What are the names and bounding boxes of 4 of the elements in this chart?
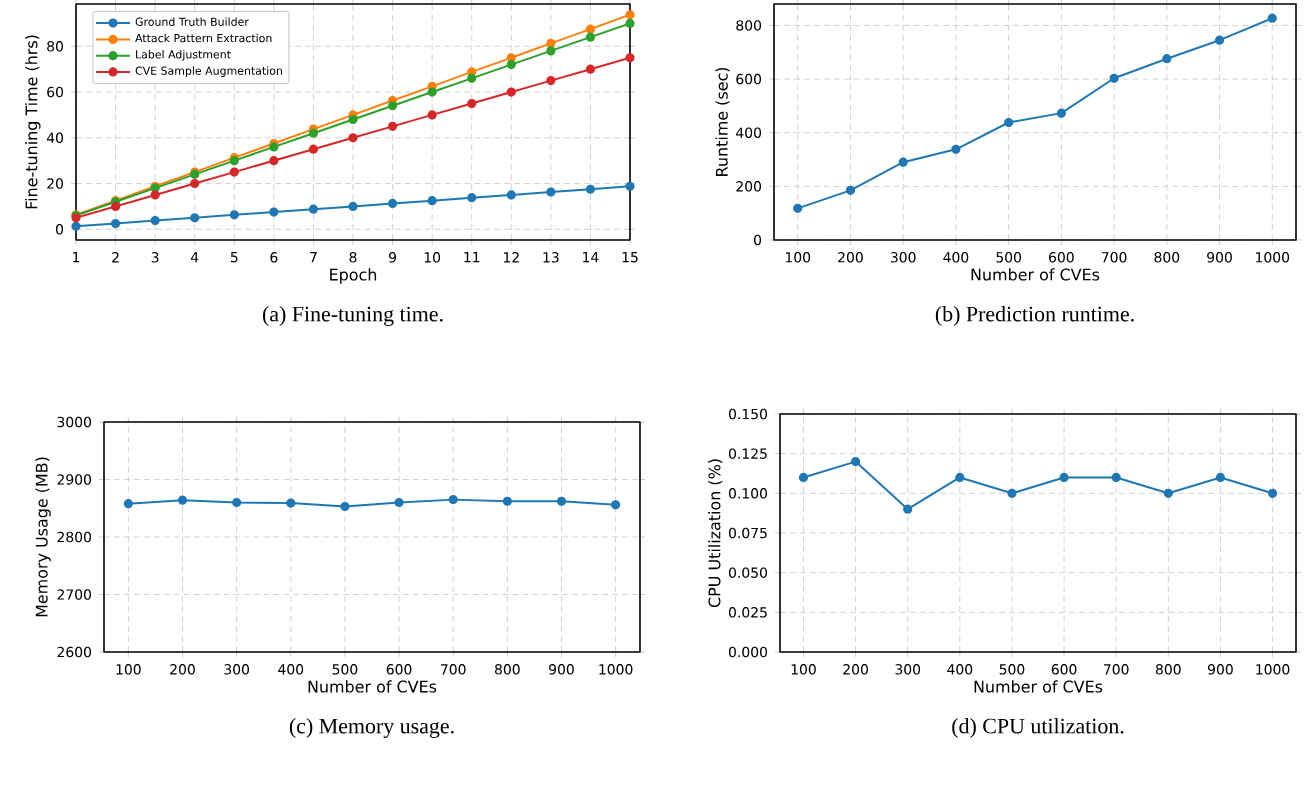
- text: (c) Memory usage.: [289, 718, 454, 738]
- text: (a) Fine-tuning time.: [262, 306, 443, 326]
- text: (d) CPU utilization.: [952, 718, 1124, 738]
- text: (b) Prediction runtime.: [935, 306, 1134, 326]
